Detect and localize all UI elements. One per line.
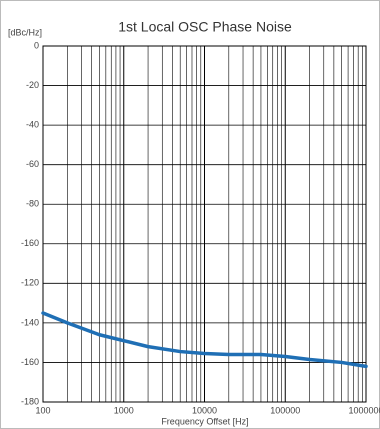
y-tick-label: -180 — [21, 396, 39, 406]
x-tick-label: 100 — [35, 405, 50, 415]
y-tick-label: -60 — [26, 159, 39, 169]
y-tick-label: 0 — [34, 40, 39, 50]
y-tick-label: -160 — [21, 357, 39, 367]
x-tick-label: 10000 — [192, 405, 217, 415]
x-axis-label: Frequency Offset [Hz] — [161, 416, 248, 426]
y-tick-label: -140 — [21, 317, 39, 327]
y-tick-label: -120 — [21, 278, 39, 288]
line-series — [41, 311, 368, 369]
x-tick-label: 1000000 — [348, 405, 380, 415]
x-tick-label: 1000 — [114, 405, 134, 415]
y-tick-label: -80 — [26, 199, 39, 209]
y-tick-label: -20 — [26, 80, 39, 90]
chart-title: 1st Local OSC Phase Noise — [118, 19, 292, 35]
y-tick-label: -160 — [21, 238, 39, 248]
y-tick-label: -40 — [26, 119, 39, 129]
y-axis-label: [dBc/Hz] — [8, 27, 42, 37]
x-tick-label: 100000 — [270, 405, 300, 415]
